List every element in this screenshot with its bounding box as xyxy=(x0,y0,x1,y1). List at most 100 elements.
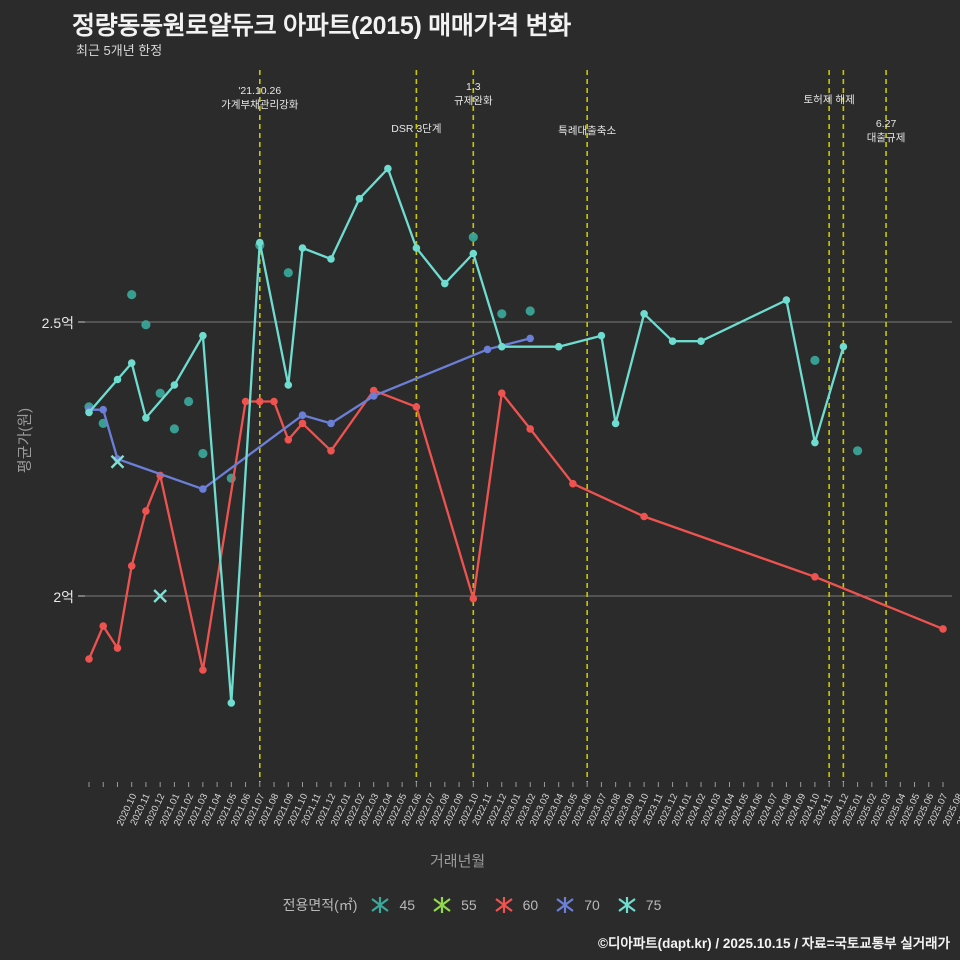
series-point-60 xyxy=(199,666,207,674)
series-point-45 xyxy=(497,309,507,319)
series-point-75 xyxy=(469,249,478,258)
series-point-75 xyxy=(782,296,791,304)
legend-marker-icon xyxy=(556,897,574,913)
y-axis-tick-label: 2억 xyxy=(53,589,74,605)
series-point-60 xyxy=(640,512,648,521)
series-point-60 xyxy=(85,655,93,663)
series-point-60 xyxy=(255,397,264,406)
series-point-60 xyxy=(811,572,819,581)
event-annotation-line: 6.27 xyxy=(875,118,897,130)
event-annotation-label: 특례대출축소 xyxy=(527,124,647,138)
series-point-60 xyxy=(113,644,122,652)
series-point-75 xyxy=(227,699,236,707)
legend-items: 45 55 60 70 75 xyxy=(369,896,677,914)
legend-item-label: 45 xyxy=(399,897,416,913)
series-point-75 xyxy=(384,164,392,173)
legend-item-label: 70 xyxy=(584,897,600,913)
legend-marker-icon xyxy=(618,897,636,913)
event-annotation-label: 1.3 규제완화 xyxy=(413,80,533,108)
series-line-60 xyxy=(87,389,945,672)
series-point-70 xyxy=(99,405,107,414)
legend-item-75[interactable]: 75 xyxy=(616,896,662,914)
series-point-70 xyxy=(483,345,492,354)
series-point-75 xyxy=(440,279,449,288)
legend-title: 전용면적(㎡) xyxy=(282,897,358,913)
series-point-45 xyxy=(127,289,137,300)
series-point-75 xyxy=(298,244,307,252)
legend-item-label: 60 xyxy=(522,897,539,913)
x-axis-title: 거래년월 xyxy=(430,853,486,870)
series-line-75 xyxy=(87,167,845,705)
series-point-45 xyxy=(198,448,208,459)
series-point-60 xyxy=(939,625,947,633)
event-annotation-label: 토허제 해제 xyxy=(769,93,889,107)
series-point-75 xyxy=(640,309,648,318)
series-point-75 xyxy=(355,194,364,203)
series-point-70 xyxy=(369,392,378,400)
series-point-60 xyxy=(526,425,534,433)
series-point-70 xyxy=(199,485,207,493)
event-annotation-line: DSR 3단계 xyxy=(391,123,442,135)
event-annotation-line: 1.3 xyxy=(465,81,481,93)
series-point-70 xyxy=(298,411,307,420)
event-annotation-line: 규제완화 xyxy=(453,95,493,107)
series-point-45 xyxy=(810,355,820,365)
x-marker xyxy=(153,589,168,603)
series-point-45 xyxy=(525,306,535,316)
series-line-70 xyxy=(87,337,532,491)
series-point-45 xyxy=(283,268,293,278)
series-point-60 xyxy=(469,594,478,603)
legend-item-55[interactable]: 55 xyxy=(431,896,477,914)
series-point-75 xyxy=(255,238,264,247)
series-point-75 xyxy=(811,438,819,447)
series-group xyxy=(84,164,947,707)
event-annotation-label: DSR 3단계 xyxy=(356,122,476,136)
series-point-60 xyxy=(497,389,506,398)
series-point-75 xyxy=(554,342,563,351)
series-point-75 xyxy=(327,255,335,263)
series-point-75 xyxy=(697,337,705,346)
series-point-75 xyxy=(497,342,506,351)
series-point-60 xyxy=(99,622,107,630)
series-point-75 xyxy=(839,342,848,351)
event-annotation-line: 토허제 해제 xyxy=(803,94,855,106)
page-title: 정량동동원로얄듀크 아파트(2015) 매매가격 변화 xyxy=(72,12,572,40)
event-annotation-label: '21.10.26 가계부채관리강화 xyxy=(200,84,320,112)
event-annotation-line: '21.10.26 xyxy=(238,85,282,97)
series-point-60 xyxy=(284,435,293,444)
legend-item-60[interactable]: 60 xyxy=(493,896,539,914)
series-point-75 xyxy=(170,381,179,389)
x-marker-stroke xyxy=(153,589,168,603)
series-point-60 xyxy=(569,479,577,488)
x-marker-stroke xyxy=(110,454,125,469)
event-annotation-label: 6.27 대출규제 xyxy=(826,117,946,145)
legend-item-70[interactable]: 70 xyxy=(554,896,600,914)
series-point-75 xyxy=(199,331,207,340)
event-annotation-line: 특례대출축소 xyxy=(558,125,617,137)
page-subtitle: 최근 5개년 한정 xyxy=(76,43,163,58)
series-point-75 xyxy=(284,381,293,389)
legend-item-45[interactable]: 45 xyxy=(369,896,415,914)
series-point-70 xyxy=(327,419,335,428)
series-point-60 xyxy=(127,562,136,570)
series-point-75 xyxy=(597,331,606,340)
series-point-75 xyxy=(142,414,150,422)
series-point-45 xyxy=(155,388,165,398)
legend-item-label: 75 xyxy=(645,897,662,913)
series-point-45 xyxy=(852,446,863,456)
series-point-60 xyxy=(298,419,307,428)
chart-legend: 전용면적(㎡) 45 55 60 70 75 xyxy=(0,895,960,915)
series-point-75 xyxy=(85,408,93,417)
series-point-60 xyxy=(327,446,335,455)
series-point-45 xyxy=(468,232,478,242)
series-point-75 xyxy=(113,375,122,384)
footer-credit: ©디아파트(dapt.kr) / 2025.10.15 / 자료=국토교통부 실… xyxy=(598,936,950,951)
series-point-45 xyxy=(169,424,179,434)
series-point-60 xyxy=(241,397,250,406)
event-annotation-line: 대출규제 xyxy=(866,132,906,144)
series-point-60 xyxy=(142,507,150,515)
series-point-70 xyxy=(526,334,534,343)
x-marker xyxy=(110,454,125,469)
